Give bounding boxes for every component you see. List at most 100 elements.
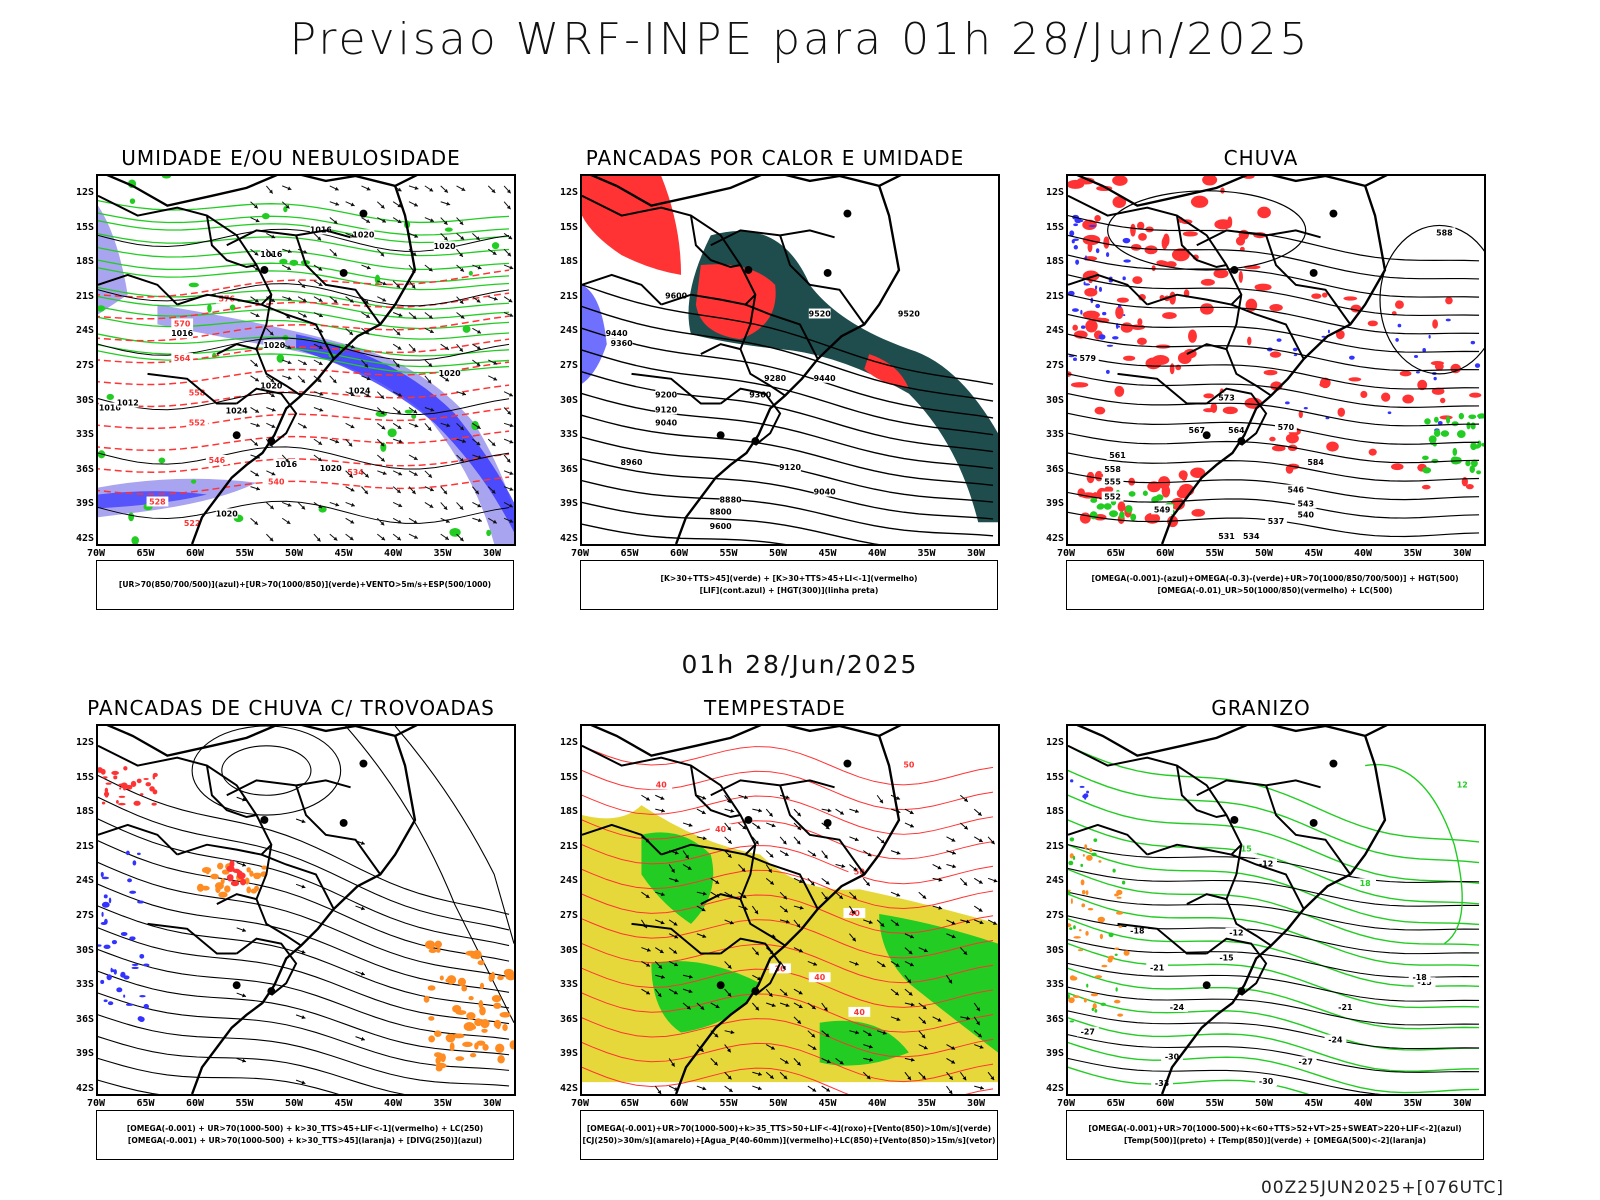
omega-cell (1085, 890, 1089, 896)
contour-label: -24 (1170, 1003, 1185, 1012)
wind-vector (868, 920, 873, 924)
rain-cell (1417, 379, 1428, 391)
country-border (1146, 843, 1243, 856)
wind-vector (910, 1057, 915, 1062)
divergence-cell (103, 999, 108, 1003)
omega-cell (1084, 283, 1091, 286)
wind-vector (287, 502, 292, 507)
wind-vector (755, 951, 759, 956)
shower-cell (478, 999, 484, 1009)
wind-vector (332, 379, 337, 384)
wind-vector (270, 378, 275, 383)
lon-label: 30W (482, 1098, 502, 1109)
omega-cell (1081, 903, 1086, 908)
wind-vector (977, 1033, 982, 1038)
wind-vector (812, 1087, 817, 1092)
rain-cell (1188, 329, 1197, 343)
country-border (295, 235, 382, 325)
streamline-850 (582, 1017, 994, 1058)
contour-label-bg (1304, 456, 1327, 467)
rain-cell (1381, 392, 1391, 402)
height-label: 570 (1278, 423, 1295, 432)
height-contour (582, 349, 994, 436)
lat-label: 12S (75, 737, 94, 748)
lon-label: 35W (1403, 548, 1422, 559)
wind-vector (318, 345, 323, 349)
country-border (660, 843, 757, 856)
temp850-cell (1093, 838, 1098, 843)
lat-label: 15S (559, 771, 578, 783)
map-frame[interactable]: -12 -15 -18 -21 -24 -27 -30 -33 12 15 18 -12 -15 -18-… (1066, 724, 1486, 1096)
rain-cell (1222, 406, 1238, 415)
wind-vector (255, 313, 260, 318)
map-frame[interactable] (96, 724, 516, 1096)
lif-contour (582, 284, 607, 384)
wind-vector (671, 1062, 675, 1067)
wind-vector (301, 505, 306, 510)
temp850-contour (1068, 1017, 1480, 1072)
country-border (1231, 853, 1305, 910)
lon-label: 65W (620, 1098, 639, 1109)
rain-cell (1254, 283, 1272, 291)
lat-label: 39S (1045, 498, 1064, 510)
lon-label: 40W (383, 1098, 403, 1109)
panel-title: UMIDADE E/OU NEBULOSIDADE (121, 146, 461, 170)
wind-vector (396, 489, 401, 494)
map-frame[interactable]: 1016 1016 1016 1020 1020 1020 1024 1024 1020 1020… (96, 174, 516, 546)
rain-cell (1103, 236, 1110, 249)
wind-vector (855, 1030, 859, 1035)
temp850-cell (1068, 860, 1074, 866)
lat-label: 39S (75, 498, 94, 510)
wind-vector (688, 974, 693, 979)
lon-label: 55W (1205, 548, 1224, 559)
wind-vector (509, 439, 514, 444)
pressure-label: 1020 (216, 509, 239, 518)
contour-label-bg (1101, 463, 1124, 474)
contour-label-bg (1215, 392, 1238, 403)
rain-cell (1087, 242, 1093, 253)
contour-label-bg (348, 385, 371, 396)
streamline (98, 861, 510, 978)
wind-vector (254, 521, 258, 525)
wind-vector (382, 218, 386, 223)
lat-label: 36S (75, 463, 94, 475)
shower-cell (224, 885, 231, 893)
shower-cell (201, 885, 210, 891)
temp850-cell (1094, 1009, 1098, 1013)
legend-line: [OMEGA(-0.001)+UR>70(1000-500)+k>35_TTS>… (586, 1124, 992, 1133)
omega-cell (1293, 354, 1298, 357)
lake (716, 981, 725, 990)
rain-cell (1445, 296, 1453, 305)
map-frame[interactable]: 588 584 579 573 570 567 564 561 558 555 552 549 546 5… (1066, 174, 1486, 546)
rain-cell (1082, 219, 1097, 230)
lat-label: 36S (559, 463, 578, 475)
divergence-cell (137, 900, 145, 904)
map-frame[interactable]: 9600 9520 9440 9360 9280 9200 9120 9040 8960 8880… (580, 174, 1000, 546)
temp850-cell (1115, 987, 1118, 992)
divergence-cell (107, 1001, 114, 1006)
wind-vector (460, 267, 464, 272)
rain-cell (1360, 390, 1368, 399)
country-border (261, 303, 335, 360)
thickness-label: 576 (218, 295, 235, 304)
humidity-cell (404, 409, 414, 414)
lat-label: 42S (75, 1083, 94, 1094)
lat-label: 30S (559, 944, 578, 956)
streamline-850 (582, 844, 994, 885)
humidity-contour (98, 267, 510, 291)
omega-cell (1080, 325, 1086, 329)
rain-cell (1082, 310, 1100, 319)
wind-vector (395, 363, 400, 368)
omega-cell (1089, 847, 1093, 853)
wind-vector (509, 392, 513, 397)
map-frame[interactable]: 4040504030405040 (580, 724, 1000, 1096)
lat-label: 42S (559, 1083, 578, 1094)
legend-box: [UR>70(850/700/500)](azul)+[UR>70(1000/8… (96, 560, 514, 610)
streamline (345, 726, 514, 1024)
wind-vector (854, 809, 859, 814)
humidity-contour (98, 233, 510, 257)
wind-vector (730, 1030, 735, 1035)
country-border (582, 744, 786, 947)
contour-label: -27 (1081, 1028, 1095, 1037)
country-border (98, 273, 178, 306)
